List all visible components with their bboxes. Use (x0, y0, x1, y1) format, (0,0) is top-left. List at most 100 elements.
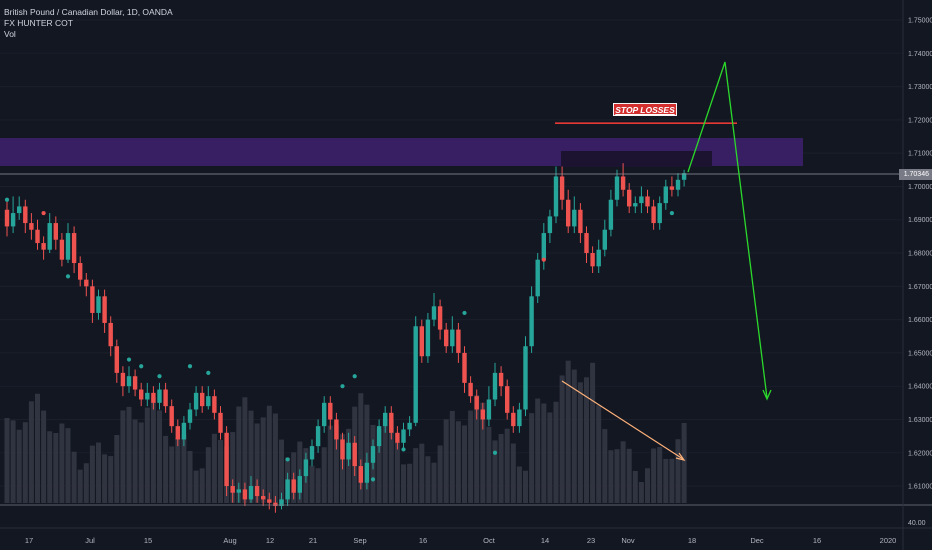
candle (425, 312, 431, 363)
volume-bar (254, 423, 260, 503)
candle (90, 279, 95, 323)
time-tick-label: 18 (688, 536, 696, 545)
volume-bar (266, 405, 272, 503)
candle (401, 422, 406, 450)
candle-body (322, 402, 327, 427)
volume-bar (230, 432, 236, 503)
volume-bar (358, 393, 364, 503)
trend-arrowhead (675, 452, 686, 461)
candle (383, 406, 388, 433)
volume-bar (260, 417, 266, 503)
volume-bar (407, 463, 413, 503)
candle-body (157, 389, 162, 403)
indicator-dot (401, 447, 406, 452)
candle (572, 196, 577, 234)
candle (627, 183, 632, 214)
candle-body (480, 409, 485, 420)
candle-body (59, 239, 65, 260)
volume-bar (510, 443, 516, 503)
volume-bar (205, 447, 211, 503)
price-tick-label: 1.68000 (908, 251, 932, 258)
candle (419, 319, 424, 363)
time-tick-label: 15 (144, 536, 152, 545)
candle-body (139, 389, 144, 400)
volume-bar (4, 418, 10, 503)
candle (596, 239, 601, 274)
candle-body (474, 396, 479, 410)
volume-bar (596, 405, 602, 503)
candle-body (17, 206, 22, 214)
candle-body (596, 249, 601, 267)
candle (486, 386, 492, 427)
indicator-dot (669, 210, 675, 216)
candle-body (315, 426, 321, 447)
volume-bar (144, 407, 150, 503)
candle (620, 163, 626, 197)
indicator-label[interactable]: FX HUNTER COT (4, 18, 73, 28)
candle (53, 216, 58, 250)
indicator-dot (187, 364, 193, 369)
volume-bar (657, 446, 663, 503)
candle (108, 316, 113, 357)
indicator-dot (370, 477, 376, 482)
price-tick-label: 1.62000 (908, 450, 932, 457)
volume-bar (608, 450, 614, 503)
candle-body (279, 499, 284, 507)
candle (657, 196, 662, 230)
volume-bar (675, 439, 681, 503)
candle-body (84, 279, 89, 287)
candle (145, 382, 150, 407)
symbol-title[interactable]: British Pound / Canadian Dollar, 1D, OAN… (4, 7, 173, 17)
stop-losses-label[interactable]: STOP LOSSES (613, 103, 677, 116)
volume-bar (279, 439, 284, 503)
volume-bar (504, 428, 510, 503)
volume-bar (443, 419, 449, 503)
volume-bar (602, 429, 608, 503)
volume-bar (83, 463, 89, 503)
candle (279, 492, 284, 510)
candle (352, 436, 357, 477)
candle (261, 489, 266, 507)
candle-body (47, 223, 52, 250)
indicator-dot (139, 364, 144, 369)
candle (163, 382, 168, 413)
candle (175, 419, 180, 447)
candle (431, 292, 437, 327)
candle (645, 189, 650, 214)
volume-bar (132, 419, 138, 503)
volume-bar (321, 447, 327, 503)
candle (663, 179, 668, 210)
candle (547, 209, 553, 244)
volume-bar (559, 375, 565, 503)
candle-body (602, 229, 607, 250)
time-tick-label: 16 (813, 536, 821, 545)
candle (132, 369, 138, 397)
volume-label[interactable]: Vol (4, 29, 16, 39)
candle-body (10, 213, 16, 227)
candle (498, 366, 504, 397)
candle (102, 289, 107, 333)
candle-body (456, 329, 461, 353)
time-tick-label: Oct (483, 536, 496, 545)
candle (505, 379, 510, 420)
volume-bar (138, 422, 144, 503)
candle (651, 199, 656, 230)
indicator-dot (352, 374, 357, 379)
candle (285, 472, 290, 507)
candle (200, 386, 205, 413)
candle (291, 472, 296, 500)
volume-bar (571, 369, 577, 503)
candle (675, 173, 681, 197)
candle-body (108, 322, 113, 347)
candle (120, 366, 126, 397)
candle-body (566, 199, 571, 227)
price-tick-label: 1.66000 (908, 317, 932, 324)
candle-body (523, 346, 528, 410)
candle (187, 402, 193, 430)
candle (78, 256, 83, 287)
candle-body (29, 223, 34, 230)
volume-bar (565, 360, 571, 503)
indicator-dot (65, 274, 71, 279)
candle-body (120, 372, 126, 387)
